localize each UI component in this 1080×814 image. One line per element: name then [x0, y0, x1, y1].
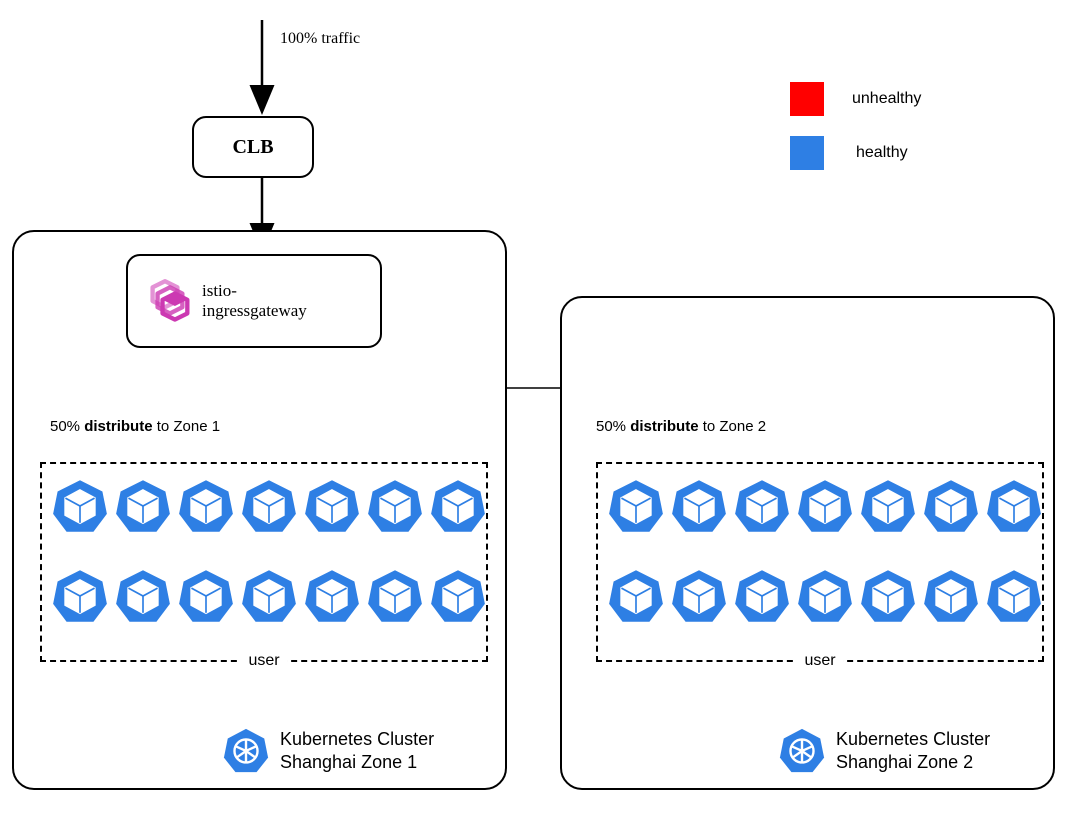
pod-icon	[367, 568, 423, 624]
pod-icon	[241, 478, 297, 534]
pod-icon	[797, 478, 853, 534]
pod-icon	[304, 568, 360, 624]
zone2-pod-row-2	[608, 568, 1042, 624]
zone2-user-label: user	[796, 652, 843, 670]
traffic-label: 100% traffic	[280, 30, 360, 48]
pod-icon	[367, 478, 423, 534]
pod-icon	[986, 568, 1042, 624]
pod-icon	[923, 478, 979, 534]
pod-icon	[860, 478, 916, 534]
pod-icon	[923, 568, 979, 624]
pod-icon	[430, 568, 486, 624]
pod-icon	[734, 478, 790, 534]
pod-icon	[178, 478, 234, 534]
k8s-icon-zone1	[222, 726, 270, 774]
pod-icon	[52, 568, 108, 624]
ingress-label: istio- ingressgateway	[202, 281, 307, 322]
zone1-cluster-label: Kubernetes Cluster Shanghai Zone 1	[280, 728, 434, 773]
clb-label: CLB	[232, 136, 273, 159]
ingress-box: istio- ingressgateway	[126, 254, 382, 348]
pod-icon	[671, 568, 727, 624]
zone1-pod-row-2	[52, 568, 486, 624]
zone2-pod-row-1	[608, 478, 1042, 534]
zone1-pod-row-1	[52, 478, 486, 534]
pod-icon	[52, 478, 108, 534]
zone1-user-label: user	[240, 652, 287, 670]
pod-icon	[115, 568, 171, 624]
pod-icon	[241, 568, 297, 624]
pod-icon	[986, 478, 1042, 534]
pod-icon	[608, 568, 664, 624]
pod-icon	[671, 478, 727, 534]
k8s-icon-zone2	[778, 726, 826, 774]
zone2-distribute-label: 50% distribute to Zone 2	[596, 418, 766, 435]
istio-icon	[134, 270, 196, 332]
pod-icon	[797, 568, 853, 624]
pod-icon	[430, 478, 486, 534]
pod-icon	[734, 568, 790, 624]
pod-icon	[304, 478, 360, 534]
pod-icon	[608, 478, 664, 534]
pod-icon	[178, 568, 234, 624]
zone1-distribute-label: 50% distribute to Zone 1	[50, 418, 220, 435]
zone2-cluster-label: Kubernetes Cluster Shanghai Zone 2	[836, 728, 990, 773]
clb-box: CLB	[192, 116, 314, 178]
pod-icon	[115, 478, 171, 534]
pod-icon	[860, 568, 916, 624]
